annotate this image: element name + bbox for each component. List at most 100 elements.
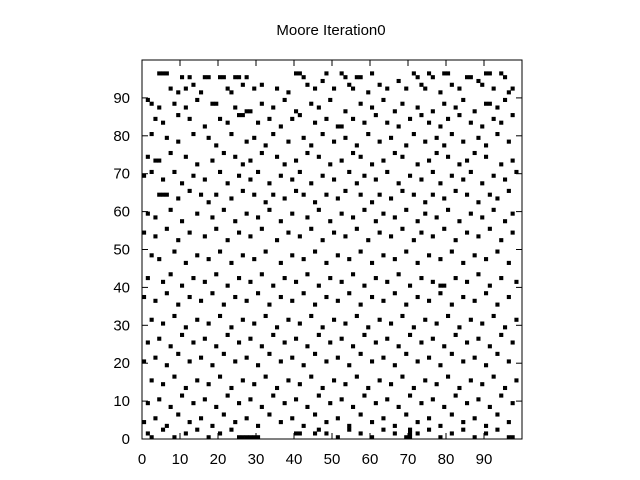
- alive-cell: [408, 435, 413, 440]
- alive-cell: [438, 423, 443, 428]
- alive-cell: [480, 382, 485, 387]
- alive-cell: [176, 302, 181, 307]
- alive-cell: [309, 143, 314, 148]
- alive-cell: [430, 279, 435, 284]
- alive-cell: [282, 196, 287, 201]
- alive-cell: [294, 431, 299, 436]
- alive-cell: [286, 317, 291, 322]
- alive-cell: [145, 97, 150, 102]
- alive-cell: [339, 211, 344, 216]
- alive-cell: [377, 378, 382, 383]
- alive-cell: [461, 97, 466, 102]
- alive-cell: [472, 150, 477, 156]
- alive-cell: [476, 200, 481, 205]
- alive-cell: [210, 291, 215, 296]
- alive-cell: [396, 344, 401, 349]
- alive-cell: [324, 294, 329, 300]
- alive-cell: [484, 431, 489, 436]
- alive-cell: [233, 420, 238, 425]
- alive-cell: [408, 116, 413, 121]
- alive-cell: [377, 192, 382, 197]
- alive-cell: [324, 71, 329, 76]
- alive-cell: [229, 427, 234, 432]
- alive-cell: [240, 188, 245, 193]
- alive-cell: [373, 276, 378, 281]
- alive-cell: [294, 397, 299, 402]
- alive-cell: [381, 427, 386, 432]
- alive-cell: [183, 325, 188, 330]
- alive-cell: [404, 207, 409, 212]
- alive-cell: [472, 435, 477, 440]
- alive-cell: [381, 416, 386, 421]
- alive-cell: [392, 215, 397, 220]
- alive-cell: [411, 238, 416, 243]
- alive-cell: [472, 416, 477, 421]
- alive-cell: [301, 257, 306, 262]
- alive-cell: [202, 234, 207, 239]
- alive-cell: [430, 336, 435, 341]
- alive-cell: [187, 420, 192, 425]
- alive-cell: [499, 162, 504, 167]
- alive-cell: [389, 135, 394, 140]
- alive-cell: [278, 359, 283, 364]
- alive-cell: [221, 150, 226, 156]
- alive-cell: [362, 173, 367, 178]
- alive-cell: [324, 260, 329, 265]
- alive-cell: [218, 249, 223, 254]
- alive-cell: [472, 355, 477, 360]
- alive-cell: [168, 404, 173, 409]
- alive-cell: [309, 226, 314, 231]
- alive-cell: [354, 313, 359, 319]
- alive-cell: [332, 177, 337, 182]
- alive-cell: [157, 158, 162, 163]
- alive-cell: [199, 355, 204, 360]
- alive-cell: [472, 298, 477, 303]
- alive-cell: [248, 397, 253, 402]
- alive-cell: [438, 257, 443, 262]
- alive-cell: [499, 393, 504, 398]
- alive-cell: [423, 211, 428, 216]
- alive-cell: [476, 272, 481, 277]
- x-axis-ticks: 0 10 20 30 40 50 60 70 80 90: [138, 60, 492, 468]
- alive-cell: [259, 82, 264, 87]
- alive-cell: [187, 230, 192, 235]
- alive-cell: [358, 75, 363, 80]
- y-tick-label: 60: [113, 204, 130, 221]
- alive-cell: [385, 279, 390, 284]
- y-tick-label: 30: [113, 317, 130, 334]
- alive-cell: [419, 340, 424, 345]
- alive-cell: [491, 374, 496, 379]
- alive-cell: [434, 382, 439, 387]
- alive-cell: [347, 82, 352, 87]
- alive-cell: [290, 416, 295, 421]
- alive-cell: [313, 302, 318, 307]
- alive-cell: [191, 401, 196, 406]
- alive-cell: [282, 401, 287, 406]
- alive-cell: [252, 86, 257, 91]
- alive-cell: [320, 78, 325, 84]
- alive-cell: [449, 173, 454, 178]
- alive-cell: [377, 82, 382, 87]
- alive-cell: [275, 325, 280, 330]
- alive-cell: [282, 97, 287, 102]
- alive-cell: [427, 253, 432, 258]
- alive-cell: [442, 283, 447, 288]
- alive-cell: [415, 162, 420, 167]
- alive-cell: [434, 321, 439, 326]
- alive-cell: [453, 188, 458, 193]
- alive-cell: [278, 219, 283, 224]
- alive-cell: [396, 181, 401, 186]
- alive-cell: [449, 302, 454, 307]
- alive-cell: [309, 181, 314, 186]
- alive-cell: [301, 192, 306, 197]
- alive-cell: [423, 378, 428, 383]
- alive-cell: [233, 294, 238, 300]
- alive-cell: [191, 173, 196, 178]
- alive-cell: [468, 75, 473, 80]
- alive-cell: [465, 75, 470, 80]
- alive-cell: [506, 359, 511, 364]
- alive-cell: [343, 321, 348, 326]
- alive-cell: [377, 230, 382, 235]
- alive-cell: [305, 82, 310, 87]
- alive-cell: [256, 291, 261, 296]
